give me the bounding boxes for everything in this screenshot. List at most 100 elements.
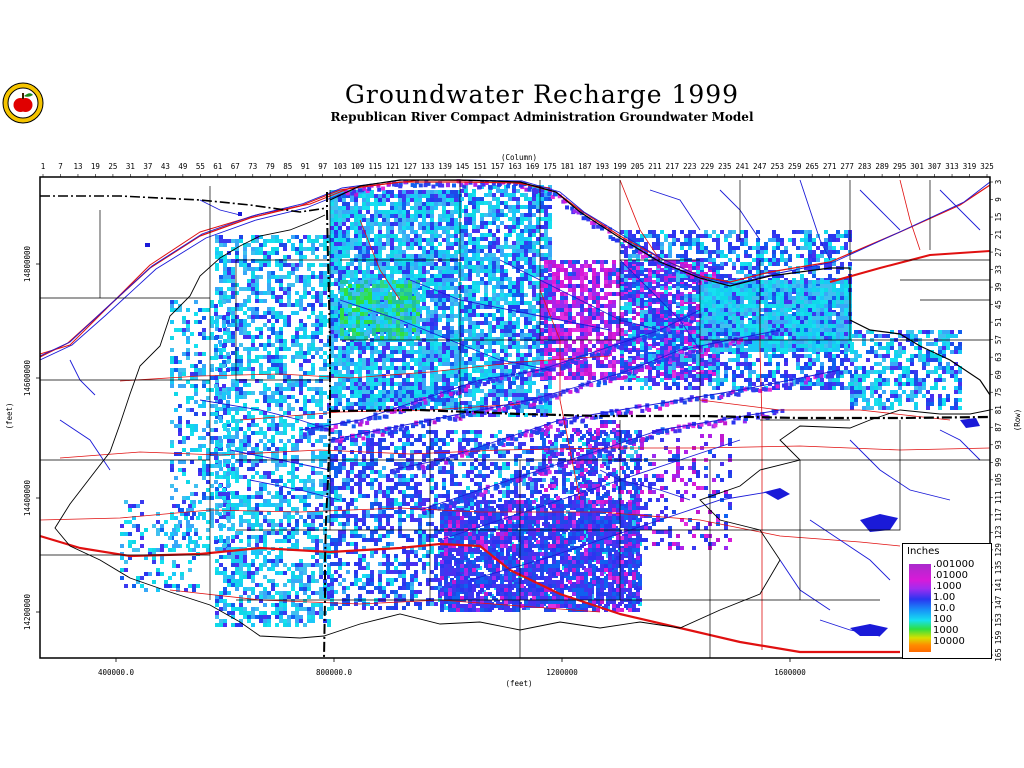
recharge-cell bbox=[330, 242, 334, 246]
recharge-cell bbox=[247, 351, 251, 355]
recharge-cell bbox=[180, 512, 184, 516]
recharge-cell bbox=[430, 210, 434, 214]
recharge-cell bbox=[267, 327, 271, 331]
recharge-cell bbox=[295, 467, 299, 471]
recharge-cell bbox=[390, 398, 394, 402]
recharge-cell bbox=[394, 394, 398, 398]
recharge-cell bbox=[327, 619, 331, 623]
recharge-cell bbox=[480, 225, 484, 229]
recharge-cell bbox=[295, 399, 299, 403]
recharge-cell bbox=[180, 508, 184, 512]
recharge-cell bbox=[303, 235, 307, 239]
recharge-cell bbox=[504, 277, 508, 281]
recharge-cell bbox=[259, 583, 263, 587]
recharge-cell bbox=[376, 300, 380, 304]
recharge-cell bbox=[259, 563, 263, 567]
recharge-cell bbox=[291, 455, 295, 459]
recharge-cell bbox=[414, 194, 418, 198]
recharge-cell bbox=[231, 615, 235, 619]
recharge-cell bbox=[243, 403, 247, 407]
recharge-cell bbox=[287, 439, 291, 443]
recharge-cell bbox=[416, 308, 420, 312]
recharge-cell bbox=[267, 395, 271, 399]
recharge-cell bbox=[512, 281, 516, 285]
recharge-cell bbox=[532, 333, 536, 337]
recharge-cell bbox=[370, 254, 374, 258]
recharge-cell bbox=[418, 246, 422, 250]
recharge-cell bbox=[616, 284, 620, 288]
recharge-cell bbox=[416, 284, 420, 288]
recharge-cell bbox=[338, 370, 342, 374]
recharge-cell bbox=[450, 266, 454, 270]
recharge-cell bbox=[271, 579, 275, 583]
recharge-cell bbox=[378, 254, 382, 258]
recharge-cell bbox=[450, 350, 454, 354]
recharge-cell bbox=[520, 241, 524, 245]
recharge-cell bbox=[210, 464, 214, 468]
recharge-cell bbox=[340, 320, 344, 324]
recharge-cell bbox=[263, 447, 267, 451]
recharge-cell bbox=[446, 222, 450, 226]
recharge-cell bbox=[512, 305, 516, 309]
recharge-cell bbox=[330, 226, 334, 230]
recharge-cell bbox=[434, 382, 438, 386]
recharge-cell bbox=[319, 387, 323, 391]
recharge-cell bbox=[338, 346, 342, 350]
recharge-cell bbox=[382, 190, 386, 194]
recharge-cell bbox=[504, 357, 508, 361]
recharge-cell bbox=[354, 198, 358, 202]
recharge-cell bbox=[434, 342, 438, 346]
recharge-cell bbox=[231, 427, 235, 431]
recharge-cell bbox=[287, 375, 291, 379]
recharge-cell bbox=[548, 277, 552, 281]
recharge-cell bbox=[404, 332, 408, 336]
recharge-cell bbox=[500, 313, 504, 317]
recharge-cell bbox=[492, 353, 496, 357]
recharge-cell bbox=[255, 431, 259, 435]
recharge-cell bbox=[390, 378, 394, 382]
recharge-cell bbox=[430, 262, 434, 266]
recharge-cell bbox=[418, 254, 422, 258]
recharge-cell bbox=[368, 304, 372, 308]
recharge-cell bbox=[380, 336, 384, 340]
recharge-cell bbox=[512, 345, 516, 349]
recharge-cell bbox=[580, 280, 584, 284]
recharge-cell bbox=[480, 321, 484, 325]
recharge-cell bbox=[540, 393, 544, 397]
recharge-cell bbox=[243, 367, 247, 371]
recharge-cell bbox=[516, 305, 520, 309]
recharge-cell bbox=[235, 303, 239, 307]
recharge-cell bbox=[160, 544, 164, 548]
recharge-cell bbox=[402, 382, 406, 386]
recharge-cell bbox=[410, 366, 414, 370]
recharge-cell bbox=[398, 346, 402, 350]
recharge-cell bbox=[330, 322, 334, 326]
recharge-cell bbox=[299, 387, 303, 391]
recharge-cell bbox=[311, 451, 315, 455]
recharge-cell bbox=[446, 406, 450, 410]
recharge-cell bbox=[223, 259, 227, 263]
recharge-cell bbox=[356, 280, 360, 284]
recharge-cell bbox=[410, 226, 414, 230]
recharge-cell bbox=[307, 547, 311, 551]
recharge-cell bbox=[386, 210, 390, 214]
recharge-cell bbox=[460, 197, 464, 201]
recharge-cell bbox=[223, 279, 227, 283]
recharge-cell bbox=[410, 346, 414, 350]
recharge-cell bbox=[390, 202, 394, 206]
recharge-cell bbox=[287, 499, 291, 503]
recharge-cell bbox=[426, 354, 430, 358]
recharge-cell bbox=[508, 225, 512, 229]
recharge-cell bbox=[243, 435, 247, 439]
recharge-cell bbox=[319, 319, 323, 323]
recharge-cell bbox=[388, 320, 392, 324]
recharge-cell bbox=[528, 349, 532, 353]
recharge-cell bbox=[362, 350, 366, 354]
recharge-cell bbox=[398, 370, 402, 374]
recharge-cell bbox=[422, 318, 426, 322]
recharge-cell bbox=[303, 607, 307, 611]
recharge-cell bbox=[295, 527, 299, 531]
recharge-cell bbox=[454, 234, 458, 238]
recharge-cell bbox=[616, 276, 620, 280]
recharge-cell bbox=[271, 247, 275, 251]
